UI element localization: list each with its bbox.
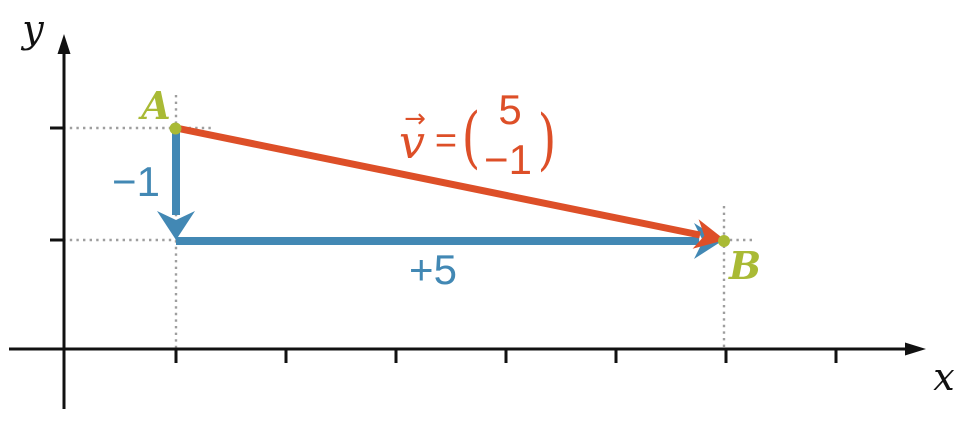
point-A-label: A (141, 83, 171, 128)
point-B-dot (718, 235, 730, 247)
formula-y-component: −1 (484, 136, 532, 183)
formula-paren-left: ( (461, 99, 481, 177)
formula-paren-right: ) (537, 101, 557, 179)
vector-hat-arrow-icon: → (404, 104, 426, 134)
vector-arrow (175, 124, 725, 249)
component-arrows (157, 130, 722, 259)
x-axis-arrowhead-icon (905, 342, 926, 356)
horizontal-component-label: +5 (409, 246, 457, 293)
x-axis-ticks (174, 349, 838, 363)
x-axis-label: x (933, 355, 955, 399)
y-axis (50, 34, 71, 409)
y-axis-arrowhead-icon (57, 34, 71, 54)
formula-vector-name: v (399, 115, 425, 169)
y-axis-label: y (22, 7, 44, 51)
point-B-label: B (728, 243, 762, 288)
vertical-component-arrowhead-icon (157, 211, 195, 240)
vector-arrowhead-icon (692, 219, 725, 249)
x-axis (9, 342, 926, 363)
vector-arrow-shaft (175, 124, 701, 239)
formula-equals-sign: = (434, 120, 458, 162)
vertical-component-label: −1 (112, 158, 160, 205)
y-axis-ticks (50, 126, 65, 242)
point-A-dot (169, 122, 182, 135)
formula-x-component: 5 (498, 86, 522, 133)
